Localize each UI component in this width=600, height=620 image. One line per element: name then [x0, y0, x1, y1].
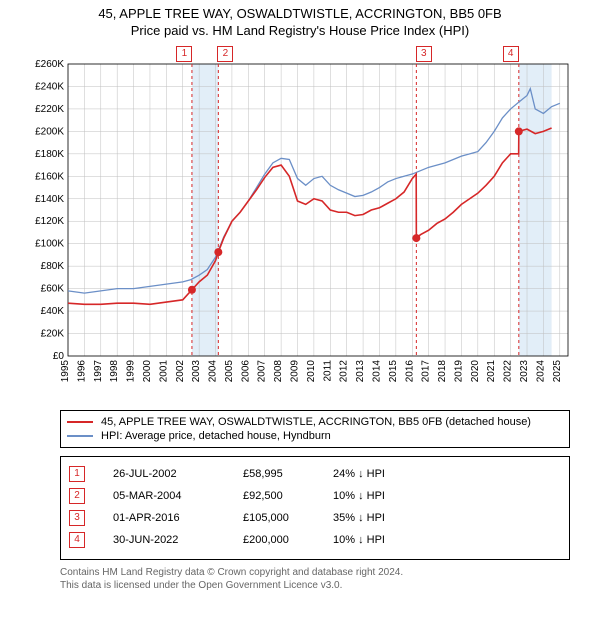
legend-swatch-icon [67, 435, 93, 437]
event-price: £105,000 [243, 512, 333, 524]
svg-text:1995: 1995 [60, 359, 71, 382]
event-row: 2 05-MAR-2004£92,50010% ↓ HPI [69, 485, 561, 507]
event-marker-icon: 2 [69, 488, 85, 504]
event-date: 05-MAR-2004 [113, 490, 243, 502]
svg-text:2020: 2020 [470, 359, 481, 382]
footer-line1: Contains HM Land Registry data © Crown c… [60, 566, 570, 579]
event-date: 01-APR-2016 [113, 512, 243, 524]
svg-text:2016: 2016 [404, 359, 415, 382]
svg-text:2003: 2003 [191, 359, 202, 382]
legend-label: HPI: Average price, detached house, Hynd… [101, 430, 331, 442]
svg-text:1998: 1998 [109, 359, 120, 382]
event-date: 30-JUN-2022 [113, 534, 243, 546]
svg-text:£120K: £120K [35, 216, 64, 227]
svg-text:2022: 2022 [503, 359, 514, 382]
svg-text:2017: 2017 [421, 359, 432, 382]
legend-item: HPI: Average price, detached house, Hynd… [67, 429, 563, 443]
chart-area: £0£20K£40K£60K£80K£100K£120K£140K£160K£1… [20, 46, 580, 396]
title-line2: Price paid vs. HM Land Registry's House … [10, 23, 590, 40]
footer-attribution: Contains HM Land Registry data © Crown c… [60, 566, 570, 592]
event-price: £58,995 [243, 468, 333, 480]
event-marker-icon: 3 [69, 510, 85, 526]
svg-text:2023: 2023 [519, 359, 530, 382]
svg-text:1999: 1999 [126, 359, 137, 382]
event-hpi: 24% ↓ HPI [333, 468, 385, 480]
svg-text:2015: 2015 [388, 359, 399, 382]
legend-swatch-icon [67, 421, 93, 423]
chart-marker-label: 2 [217, 46, 233, 62]
svg-text:1997: 1997 [93, 359, 104, 382]
chart-marker-label: 3 [416, 46, 432, 62]
event-marker-icon: 4 [69, 532, 85, 548]
svg-text:2024: 2024 [535, 359, 546, 382]
event-price: £200,000 [243, 534, 333, 546]
svg-text:£240K: £240K [35, 81, 64, 92]
svg-text:2009: 2009 [290, 359, 301, 382]
event-hpi: 35% ↓ HPI [333, 512, 385, 524]
events-table: 1 26-JUL-2002£58,99524% ↓ HPI 2 05-MAR-2004… [60, 456, 570, 560]
footer-line2: This data is licensed under the Open Gov… [60, 579, 570, 592]
legend-label: 45, APPLE TREE WAY, OSWALDTWISTLE, ACCRI… [101, 416, 531, 428]
title-line1: 45, APPLE TREE WAY, OSWALDTWISTLE, ACCRI… [10, 6, 590, 23]
svg-text:2004: 2004 [208, 359, 219, 382]
event-hpi: 10% ↓ HPI [333, 490, 385, 502]
svg-text:£140K: £140K [35, 194, 64, 205]
svg-text:2010: 2010 [306, 359, 317, 382]
event-row: 4 30-JUN-2022£200,00010% ↓ HPI [69, 529, 561, 551]
svg-text:2002: 2002 [175, 359, 186, 382]
legend-item: 45, APPLE TREE WAY, OSWALDTWISTLE, ACCRI… [67, 415, 563, 429]
svg-text:£200K: £200K [35, 126, 64, 137]
svg-text:2018: 2018 [437, 359, 448, 382]
svg-text:2008: 2008 [273, 359, 284, 382]
svg-text:2005: 2005 [224, 359, 235, 382]
event-date: 26-JUL-2002 [113, 468, 243, 480]
event-row: 1 26-JUL-2002£58,99524% ↓ HPI [69, 463, 561, 485]
event-price: £92,500 [243, 490, 333, 502]
chart-title: 45, APPLE TREE WAY, OSWALDTWISTLE, ACCRI… [10, 6, 590, 40]
svg-text:2021: 2021 [486, 359, 497, 382]
svg-text:£260K: £260K [35, 59, 64, 70]
svg-text:2006: 2006 [240, 359, 251, 382]
event-row: 3 01-APR-2016£105,00035% ↓ HPI [69, 507, 561, 529]
legend: 45, APPLE TREE WAY, OSWALDTWISTLE, ACCRI… [60, 410, 570, 448]
svg-text:£20K: £20K [41, 328, 65, 339]
svg-text:2025: 2025 [552, 359, 563, 382]
svg-text:2013: 2013 [355, 359, 366, 382]
svg-text:2011: 2011 [322, 359, 333, 381]
chart-marker-label: 1 [176, 46, 192, 62]
svg-text:2012: 2012 [339, 359, 350, 382]
svg-text:£60K: £60K [41, 283, 65, 294]
event-hpi: 10% ↓ HPI [333, 534, 385, 546]
chart-svg: £0£20K£40K£60K£80K£100K£120K£140K£160K£1… [20, 46, 580, 396]
chart-marker-label: 4 [503, 46, 519, 62]
svg-text:2019: 2019 [453, 359, 464, 382]
svg-text:2007: 2007 [257, 359, 268, 382]
svg-text:£40K: £40K [41, 306, 65, 317]
svg-text:2001: 2001 [158, 359, 169, 382]
svg-text:£180K: £180K [35, 149, 64, 160]
event-marker-icon: 1 [69, 466, 85, 482]
svg-text:£80K: £80K [41, 261, 65, 272]
svg-text:£100K: £100K [35, 238, 64, 249]
svg-text:2014: 2014 [371, 359, 382, 382]
svg-text:2000: 2000 [142, 359, 153, 382]
svg-text:£220K: £220K [35, 104, 64, 115]
svg-text:1996: 1996 [76, 359, 87, 382]
svg-text:£160K: £160K [35, 171, 64, 182]
